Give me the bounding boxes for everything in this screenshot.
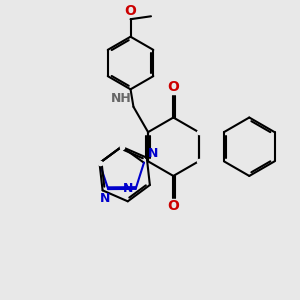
Text: N: N (148, 147, 158, 160)
Text: O: O (167, 80, 179, 94)
Text: N: N (123, 182, 133, 195)
Text: N: N (100, 192, 110, 205)
Text: O: O (124, 4, 136, 18)
Text: O: O (167, 199, 179, 213)
Text: NH: NH (111, 92, 132, 105)
